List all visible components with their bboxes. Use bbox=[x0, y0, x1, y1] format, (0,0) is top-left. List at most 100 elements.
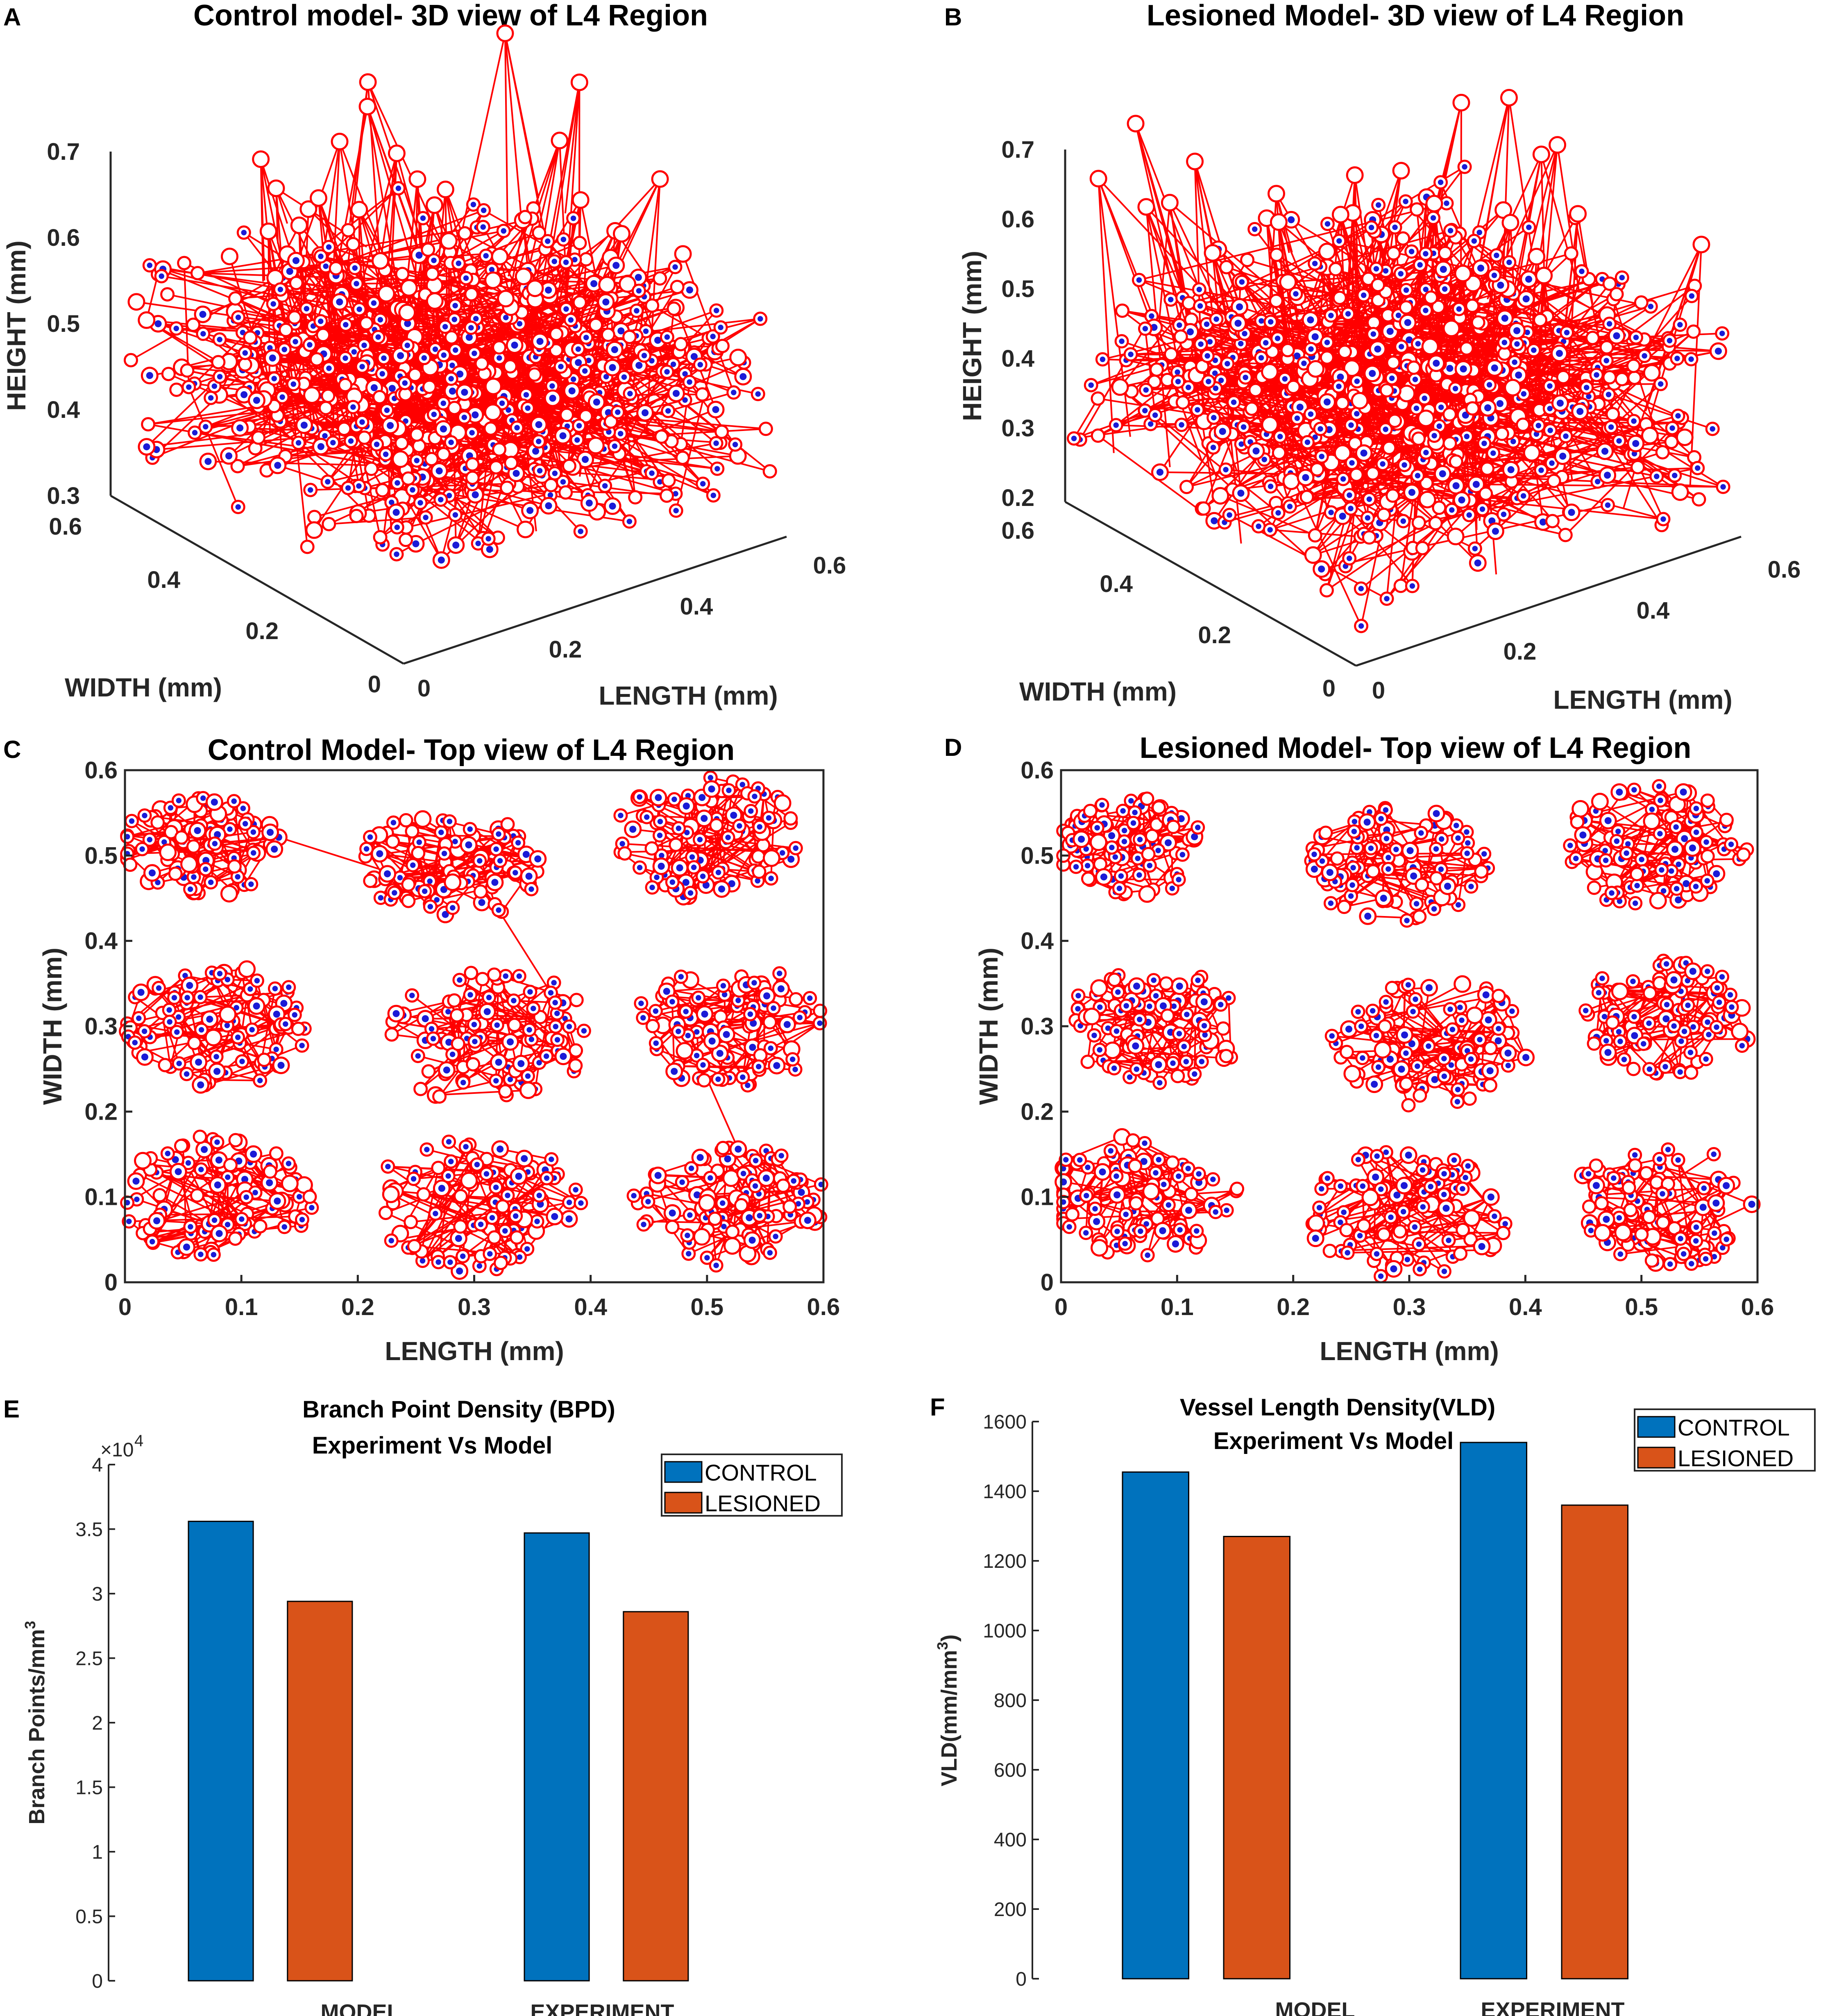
vessel-segment bbox=[682, 254, 735, 393]
vessel-node-core bbox=[456, 370, 464, 378]
vessel-node-core bbox=[1579, 268, 1585, 274]
vessel-node bbox=[1564, 246, 1578, 261]
vessel-node-core bbox=[422, 888, 428, 894]
vessel-node-core bbox=[326, 365, 332, 371]
vessel-node bbox=[357, 430, 372, 445]
vessel-node-core bbox=[1147, 421, 1154, 427]
vessel-node bbox=[670, 279, 685, 294]
vessel-node bbox=[558, 485, 573, 500]
vessel-node-core bbox=[1119, 338, 1125, 344]
vessel-node-core bbox=[1323, 398, 1331, 406]
z-tick: 0.6 bbox=[1001, 206, 1034, 233]
vessel-node-core bbox=[511, 341, 518, 349]
vessel-node-core bbox=[290, 381, 297, 387]
vessel-node-core bbox=[1484, 404, 1492, 412]
vessel-node-core bbox=[491, 879, 499, 886]
vessel-node-core bbox=[1417, 262, 1423, 268]
vessel-node bbox=[1111, 378, 1129, 396]
vessel-node bbox=[1349, 467, 1364, 482]
vessel-node-core bbox=[379, 371, 385, 377]
vessel-segment bbox=[531, 179, 661, 457]
vessel-node bbox=[1549, 136, 1567, 154]
vessel-node-core bbox=[417, 500, 423, 506]
vessel-node bbox=[359, 73, 377, 91]
vessel-node-core bbox=[440, 400, 447, 406]
vessel-node-core bbox=[1667, 338, 1673, 344]
x-tick: 0.6 bbox=[1768, 556, 1801, 583]
vessel-node-core bbox=[1464, 433, 1470, 440]
vessel-node-core bbox=[1361, 292, 1367, 298]
vessel-node-core bbox=[1449, 507, 1455, 513]
vessel-node-core bbox=[448, 376, 454, 382]
vessel-node-core bbox=[212, 841, 218, 847]
vessel-node bbox=[1279, 273, 1297, 291]
vessel-node-core bbox=[618, 812, 624, 819]
vessel-node bbox=[364, 461, 379, 476]
vessel-node bbox=[186, 317, 201, 332]
vessel-node bbox=[1304, 546, 1322, 564]
vessel-node bbox=[1411, 515, 1426, 530]
vessel-node-core bbox=[1324, 340, 1330, 345]
vessel-node bbox=[667, 301, 681, 316]
vessel-node bbox=[309, 352, 324, 367]
vessel-node-core bbox=[1324, 221, 1331, 227]
vessel-node-core bbox=[708, 785, 715, 793]
vessel-node-core bbox=[1613, 332, 1620, 340]
vessel-node-core bbox=[187, 886, 193, 892]
vessel-node bbox=[559, 408, 574, 422]
vessel-node bbox=[1366, 315, 1381, 330]
vessel-node bbox=[127, 293, 145, 311]
vessel-node-core bbox=[390, 820, 397, 825]
vessel-node bbox=[1432, 500, 1447, 515]
vessel-node bbox=[321, 388, 336, 403]
vessel-node-core bbox=[1497, 281, 1504, 289]
vessel-node bbox=[1137, 198, 1155, 216]
vessel-node-core bbox=[1307, 316, 1314, 324]
vessel-node-core bbox=[1603, 358, 1609, 363]
vessel-node-core bbox=[1605, 502, 1611, 508]
vessel-node bbox=[322, 517, 336, 531]
vessel-segment bbox=[454, 33, 506, 265]
vessel-node-core bbox=[1210, 444, 1216, 450]
vessel-node bbox=[654, 429, 669, 444]
vessel-node-core bbox=[1288, 216, 1295, 223]
vessel-node bbox=[1494, 426, 1509, 441]
vessel-node-core bbox=[450, 905, 456, 911]
z-tick: 0.7 bbox=[1001, 136, 1034, 163]
vessel-node-core bbox=[139, 846, 145, 852]
vessel-node-core bbox=[1256, 523, 1261, 529]
vessel-node-core bbox=[486, 546, 493, 553]
vessel-node-core bbox=[225, 452, 233, 460]
vessel-node-core bbox=[269, 354, 276, 362]
vessel-node bbox=[645, 298, 660, 313]
vessel-node bbox=[1480, 461, 1494, 476]
vessel-node-core bbox=[1648, 304, 1654, 309]
vessel-node-core bbox=[549, 395, 556, 402]
vessel-node-core bbox=[1462, 164, 1467, 170]
vessel-node bbox=[458, 226, 472, 241]
vessel-node-core bbox=[501, 228, 507, 234]
vessel-node-core bbox=[472, 411, 479, 419]
vessel-node-core bbox=[575, 346, 581, 352]
vessel-node-core bbox=[1237, 490, 1245, 497]
vessel-segment bbox=[510, 299, 536, 463]
vessel-node-core bbox=[1440, 265, 1447, 273]
vessel-node bbox=[1609, 287, 1624, 302]
vessel-node-core bbox=[535, 421, 542, 429]
vessel-node-core bbox=[241, 229, 247, 236]
vessel-node-core bbox=[1261, 456, 1267, 463]
vessel-node-core bbox=[1113, 422, 1119, 428]
vessel-node-core bbox=[1688, 356, 1694, 362]
vessel-node-core bbox=[1175, 379, 1181, 385]
y-tick: 0.2 bbox=[1198, 622, 1231, 649]
vessel-node-core bbox=[211, 383, 218, 389]
vessel-node-core bbox=[1481, 440, 1487, 447]
vessel-node-core bbox=[1496, 400, 1504, 407]
vessel-node-core bbox=[575, 359, 582, 366]
vessel-node bbox=[426, 292, 444, 310]
vessel-node-core bbox=[1400, 518, 1406, 524]
vessel-node-core bbox=[1354, 411, 1360, 417]
vessel-node bbox=[447, 401, 462, 415]
vessel-node-core bbox=[394, 551, 399, 557]
vessel-node-core bbox=[503, 315, 509, 320]
